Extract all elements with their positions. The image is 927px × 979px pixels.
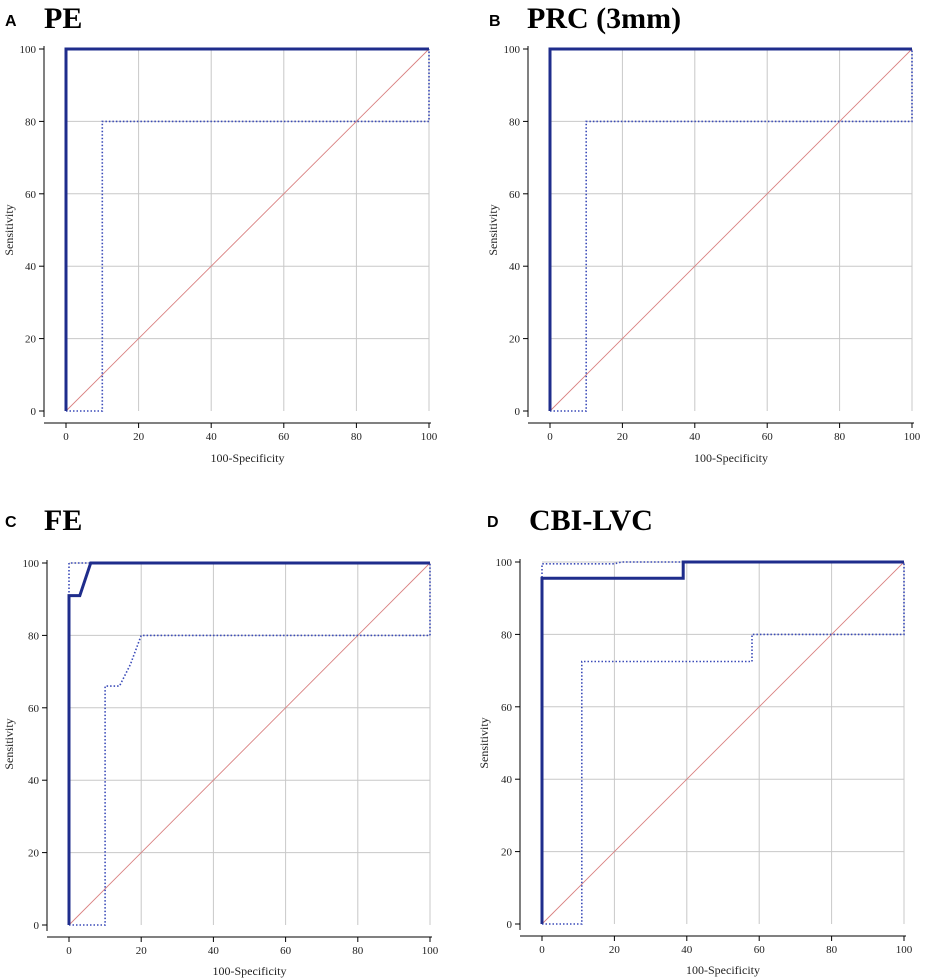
x-tick-label: 80 [834,431,846,443]
x-axis-title: 100-Specificity [686,963,760,977]
x-tick-label: 0 [63,431,69,443]
y-tick-label: 40 [509,261,521,273]
x-tick-label: 0 [66,945,72,957]
y-tick-label: 80 [509,116,521,128]
x-tick-label: 20 [133,431,145,443]
roc-panel-c: C FE 0 20 40 60 80 100 0 20 40 60 80 100 100-Specifici… [2,504,439,978]
y-axis-title: Sensitivity [2,204,16,255]
x-tick-label: 40 [208,945,220,957]
x-tick-label: 60 [280,945,292,957]
x-tick-label: 100 [421,431,438,443]
x-axis-title: 100-Specificity [211,451,285,465]
panel-title: FE [44,504,82,537]
roc-panel-a: A PE 0 20 40 60 80 100 0 20 40 60 80 100 100-Specifici… [2,2,438,465]
y-tick-label: 20 [28,848,40,860]
x-tick-label: 100 [422,945,439,957]
y-tick-label: 60 [501,702,513,714]
series-reference-line [65,48,430,412]
y-tick-label: 60 [25,189,37,201]
panel-letter: B [489,13,501,30]
x-tick-label: 0 [539,944,545,956]
y-axis-title: Sensitivity [477,717,491,768]
y-tick-label: 80 [28,630,40,642]
x-tick-label: 80 [826,944,838,956]
y-tick-label: 80 [25,116,37,128]
y-tick-label: 40 [25,261,37,273]
y-tick-label: 100 [23,558,40,570]
y-tick-label: 100 [504,44,521,56]
x-tick-label: 60 [754,944,766,956]
x-tick-label: 60 [762,431,774,443]
x-tick-label: 100 [904,431,921,443]
y-tick-label: 60 [28,703,40,715]
y-tick-label: 20 [509,334,521,346]
series-roc-line [548,47,912,411]
x-tick-label: 100 [896,944,913,956]
y-tick-label: 80 [501,629,513,641]
series-roc-line [67,561,430,925]
series-ci-lower-line [550,49,913,412]
roc-panel-d: D CBI-LVC 0 20 40 60 80 100 0 20 40 60 80 100 100-Spec… [477,504,913,977]
y-tick-label: 40 [501,774,513,786]
series-reference-line [541,561,905,925]
y-tick-label: 0 [31,406,37,418]
x-tick-label: 40 [206,431,218,443]
y-tick-label: 100 [20,44,37,56]
y-tick-label: 0 [34,920,40,932]
x-tick-label: 40 [681,944,693,956]
x-tick-label: 20 [617,431,629,443]
panel-letter: C [5,514,17,531]
y-tick-label: 0 [507,919,513,931]
y-tick-label: 60 [509,189,521,201]
x-tick-label: 20 [609,944,621,956]
panel-title: CBI-LVC [529,504,653,537]
y-tick-label: 0 [515,406,521,418]
y-tick-label: 20 [501,847,513,859]
y-tick-label: 100 [496,557,513,569]
x-axis-title: 100-Specificity [694,451,768,465]
series-reference-line [68,562,431,926]
series-ci-lower-line [542,562,905,925]
series-roc-line [540,560,904,924]
x-tick-label: 20 [136,945,148,957]
series-roc-line [64,47,429,411]
series-reference-line [549,48,913,412]
series-ci-lower-line [69,563,431,926]
panel-title: PRC (3mm) [527,2,681,35]
y-tick-label: 40 [28,775,40,787]
panel-letter: A [5,13,17,30]
x-tick-label: 80 [352,945,364,957]
x-tick-label: 40 [689,431,701,443]
panel-letter: D [487,514,499,531]
y-tick-label: 20 [25,334,37,346]
x-axis-title: 100-Specificity [213,964,287,978]
series-ci-lower-line [66,49,430,412]
x-tick-label: 0 [547,431,553,443]
panel-title: PE [44,2,82,35]
roc-panel-b: B PRC (3mm) 0 20 40 60 80 100 0 20 40 60 80 100 100-Sp… [486,2,921,465]
y-axis-title: Sensitivity [486,204,500,255]
x-tick-label: 60 [278,431,290,443]
y-axis-title: Sensitivity [2,718,16,769]
x-tick-label: 80 [351,431,363,443]
